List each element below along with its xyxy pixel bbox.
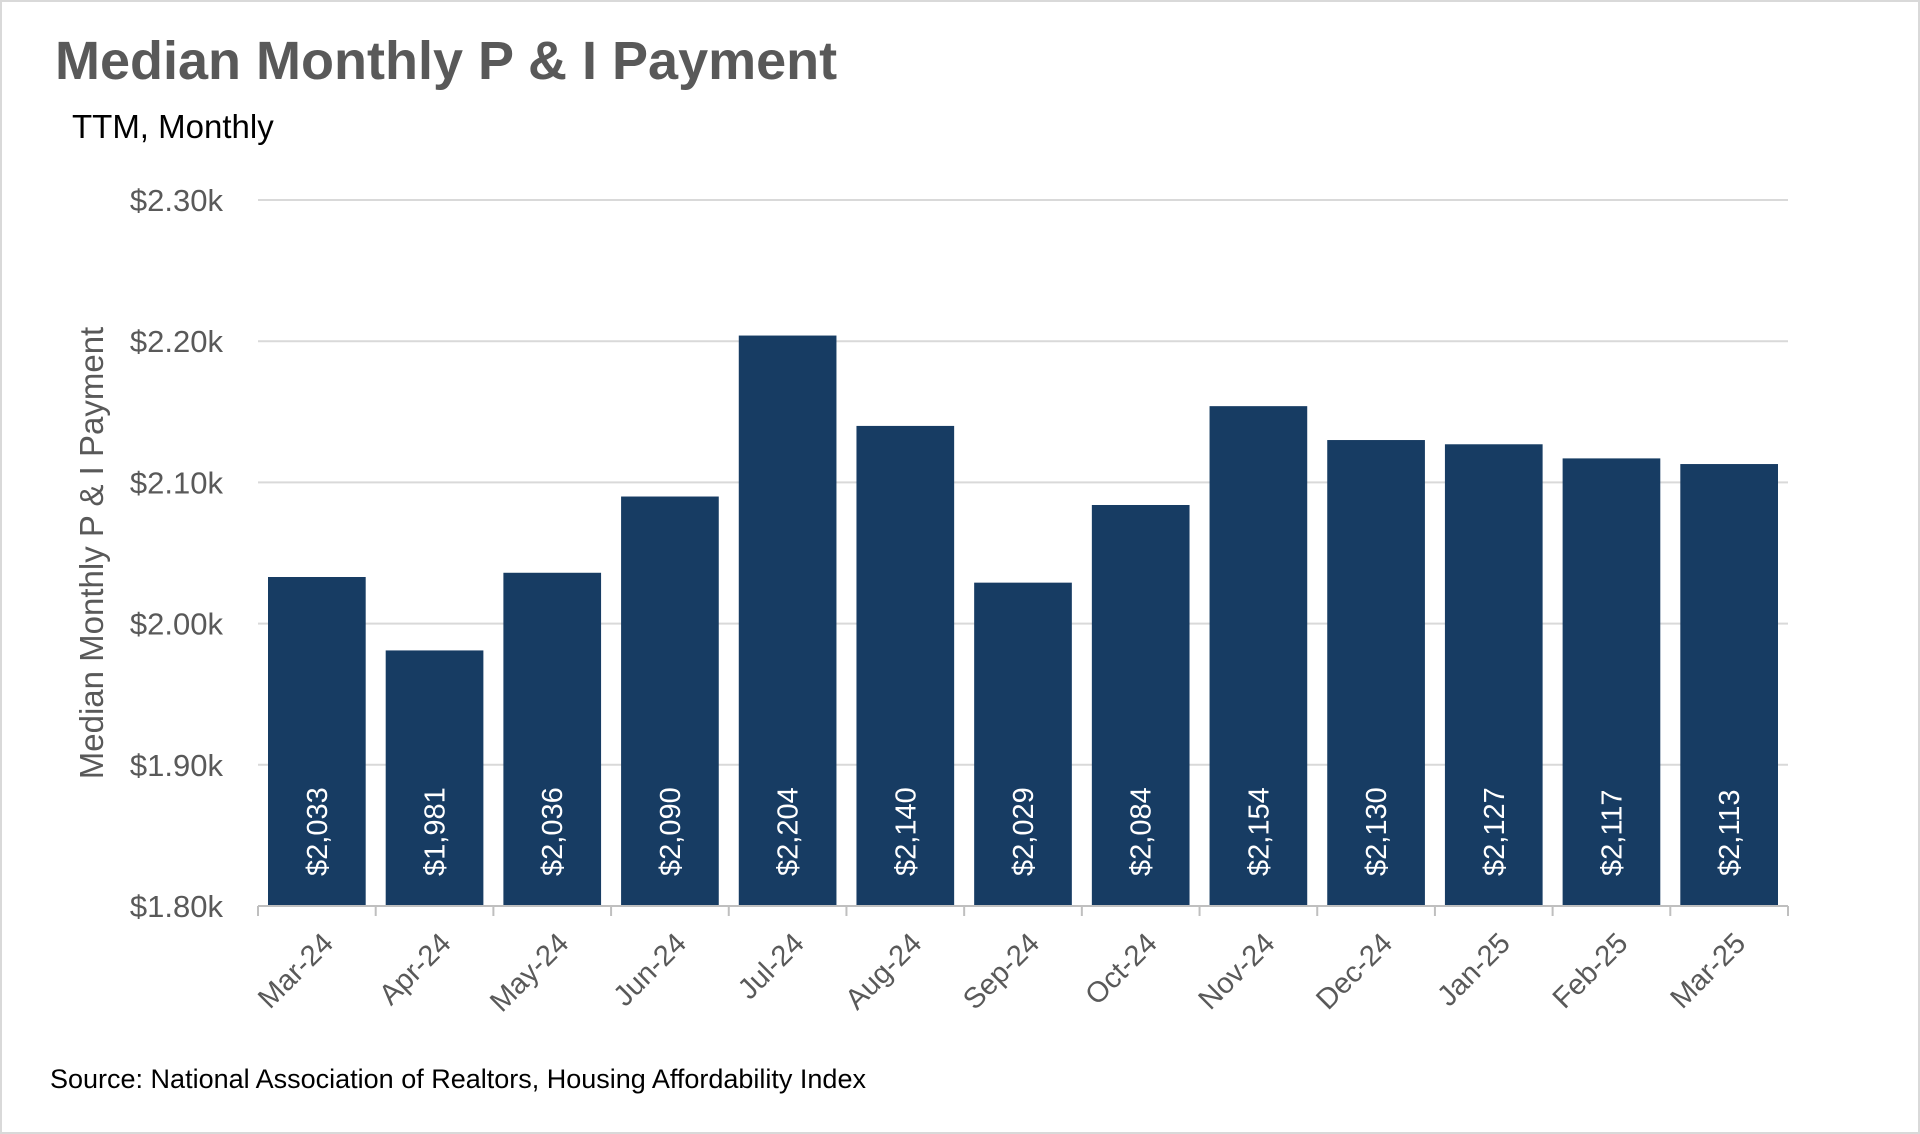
data-label: $2,204	[773, 787, 805, 876]
data-label: $2,029	[1008, 787, 1040, 876]
data-label: $2,090	[655, 787, 687, 876]
bar	[268, 577, 366, 906]
data-label: $2,127	[1479, 787, 1511, 876]
x-tick-label: Apr-24	[373, 927, 457, 1011]
y-tick-label: $2.10k	[130, 465, 224, 500]
x-tick-label: Aug-24	[840, 927, 929, 1016]
bar	[1091, 504, 1190, 906]
y-tick-label: $2.20k	[130, 324, 224, 359]
data-labels: $2,033 $1,981 $2,036 $2,090 $2,204 $2,140 $2,0…	[302, 787, 1746, 876]
bar	[385, 650, 484, 906]
data-label: $2,140	[890, 787, 922, 876]
bar	[974, 582, 1072, 906]
bar	[1444, 444, 1543, 906]
x-tick-label: Sep-24	[957, 927, 1046, 1016]
bar	[1680, 464, 1778, 906]
x-axis: Mar-24 Apr-24 May-24 Jun-24 Jul-24 Aug-24 Sep-…	[252, 905, 1789, 1018]
bar	[738, 335, 837, 906]
x-tick-label: Jun-24	[608, 927, 693, 1012]
bar	[1209, 406, 1308, 906]
y-tick-label: $2.30k	[130, 183, 224, 218]
bar	[856, 425, 955, 906]
x-tick-label: Mar-24	[252, 927, 340, 1015]
x-tick-label: Mar-25	[1665, 927, 1753, 1015]
y-axis-label: Median Monthly P & I Payment	[73, 327, 110, 779]
x-tick-label: Jan-25	[1431, 927, 1516, 1012]
y-tick-label: $1.80k	[130, 889, 224, 924]
x-tick-label: Feb-25	[1547, 927, 1635, 1015]
bar	[503, 572, 602, 906]
chart-subtitle: TTM, Monthly	[72, 108, 274, 145]
bar	[1327, 440, 1425, 906]
y-axis-ticks: $1.80k $1.90k $2.00k $2.10k $2.20k $2.30k	[130, 183, 224, 924]
data-label: $2,117	[1596, 789, 1628, 876]
data-label: $2,033	[302, 787, 334, 876]
y-tick-label: $2.00k	[130, 607, 224, 642]
x-tick-label: Oct-24	[1079, 927, 1163, 1011]
data-label: $2,036	[537, 787, 569, 876]
data-label: $2,154	[1243, 787, 1275, 876]
bar	[1562, 458, 1661, 906]
bars	[268, 335, 1778, 906]
source-note: Source: National Association of Realtors…	[50, 1064, 866, 1094]
x-tick-label: Nov-24	[1193, 927, 1282, 1016]
data-label: $2,130	[1361, 787, 1393, 876]
x-tick-label: Dec-24	[1310, 927, 1399, 1016]
data-label: $2,084	[1126, 787, 1158, 876]
x-tick-label: May-24	[484, 927, 575, 1018]
data-label: $1,981	[420, 787, 452, 876]
y-tick-label: $1.90k	[130, 748, 224, 783]
data-label: $2,113	[1714, 789, 1746, 876]
bar	[621, 496, 719, 906]
chart-title: Median Monthly P & I Payment	[55, 31, 838, 91]
x-tick-label: Jul-24	[732, 927, 810, 1005]
